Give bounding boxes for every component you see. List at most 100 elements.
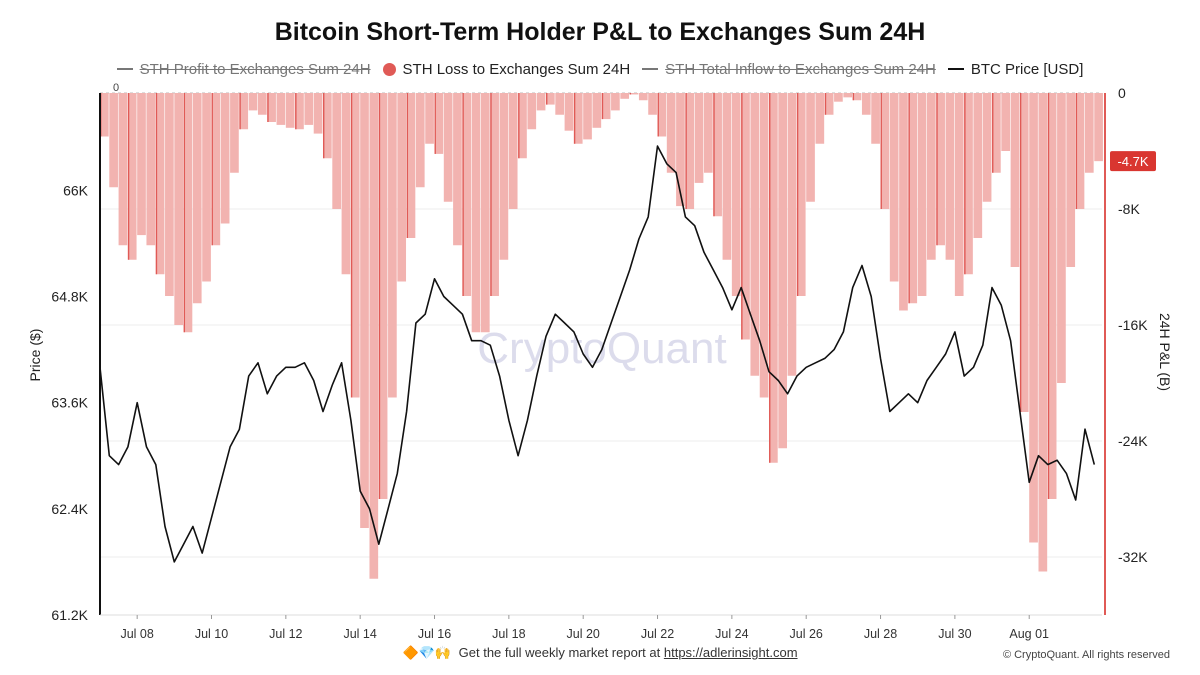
axes <box>99 93 1106 616</box>
legend-line-swatch <box>947 68 964 70</box>
y-left-tick-label: 62.4K <box>51 501 88 517</box>
loss-bar <box>629 93 639 95</box>
loss-bar <box>360 93 369 528</box>
loss-bar-edge <box>155 93 158 275</box>
loss-bar <box>109 93 118 188</box>
y-right-tick-label: -32K <box>1118 549 1148 565</box>
loss-bar <box>527 93 537 130</box>
loss-bar <box>313 93 323 134</box>
y-left-tick-label: 61.2K <box>51 607 88 623</box>
loss-bar <box>248 93 258 111</box>
loss-bar-edge <box>657 93 659 137</box>
loss-bar <box>638 93 648 101</box>
legend-item-sth-profit[interactable]: STH Profit to Exchanges Sum 24H <box>116 60 371 78</box>
legend-item-sth-loss[interactable]: STH Loss to Exchanges Sum 24H <box>382 60 631 78</box>
loss-bar <box>1066 93 1076 267</box>
loss-bar-edge <box>992 93 994 173</box>
loss-bar <box>425 93 434 144</box>
legend-label: STH Profit to Exchanges Sum 24H <box>139 60 371 78</box>
loss-bar-edge <box>601 93 604 120</box>
y-left-tick-label: 64.8K <box>51 288 88 304</box>
loss-bar <box>462 93 472 296</box>
loss-bar <box>285 93 295 128</box>
x-tick-label: Jul 22 <box>641 627 674 641</box>
loss-bar <box>778 93 788 449</box>
loss-bar-edge <box>490 93 492 296</box>
loss-bar <box>174 93 184 325</box>
loss-bar-edge <box>546 93 548 105</box>
x-tick-label: Jul 24 <box>715 627 748 641</box>
loss-bar <box>992 93 1001 173</box>
last-value-badge-bg <box>1110 151 1156 172</box>
footer-link[interactable]: https://adlerinsight.com <box>663 645 798 660</box>
loss-bar <box>155 93 165 275</box>
loss-bar <box>490 93 499 296</box>
loss-bar <box>648 93 657 115</box>
loss-bar <box>926 93 936 260</box>
chart-legend: STH Profit to Exchanges Sum 24H STH Loss… <box>0 58 1200 80</box>
loss-bar <box>341 93 351 275</box>
loss-bar <box>889 93 899 282</box>
loss-bar-edge <box>1019 93 1022 412</box>
loss-bar <box>601 93 611 120</box>
x-tick-label: Jul 30 <box>938 627 971 641</box>
loss-bar-edge <box>378 93 381 499</box>
loss-bar <box>759 93 769 398</box>
loss-bar-edge <box>350 93 353 398</box>
loss-bar <box>369 93 379 579</box>
legend-line-swatch <box>116 68 133 70</box>
loss-bar <box>202 93 211 282</box>
legend-item-btc-price[interactable]: BTC Price [USD] <box>947 61 1083 78</box>
y-right-axis-label: 24H P&L (B) <box>1157 313 1173 391</box>
loss-bar-edge <box>824 93 827 115</box>
loss-bar <box>592 93 602 128</box>
loss-bar <box>583 93 592 140</box>
loss-bar-edge <box>852 93 855 101</box>
loss-bar-edge <box>880 93 882 209</box>
legend-label: STH Loss to Exchanges Sum 24H <box>402 60 631 78</box>
loss-bar-edge <box>183 93 186 333</box>
loss-bar <box>787 93 797 376</box>
x-tick-labels: Jul 08 Jul 10 Jul 12 Jul 14 Jul 16 Jul 18 Jul … <box>120 615 1049 641</box>
loss-bar <box>731 93 741 296</box>
loss-bar <box>220 93 230 224</box>
legend-item-sth-total-inflow[interactable]: STH Total Inflow to Exchanges Sum 24H <box>642 61 936 78</box>
loss-bar <box>415 93 425 188</box>
loss-bar <box>127 93 137 260</box>
loss-bar <box>769 93 778 463</box>
legend-dot-swatch <box>382 62 396 76</box>
y-right-tick-label: 0 <box>1118 85 1126 101</box>
loss-bar <box>573 93 583 144</box>
loss-bar <box>834 93 843 102</box>
loss-bar-edge <box>323 93 325 159</box>
loss-bar <box>871 93 880 144</box>
loss-bar <box>908 93 918 304</box>
loss-bar-edge <box>573 93 576 144</box>
loss-bar-edge <box>741 93 743 340</box>
y-left-tick-labels: 61.2K 62.4K 63.6K 64.8K 66K <box>51 182 88 623</box>
x-tick-label: Jul 20 <box>567 627 600 641</box>
loss-bar <box>276 93 286 125</box>
loss-bar <box>1038 93 1048 572</box>
loss-bar <box>676 93 685 207</box>
x-tick-label: Jul 10 <box>195 627 228 641</box>
x-tick-label: Jul 14 <box>343 627 376 641</box>
loss-bar <box>165 93 174 296</box>
top-left-zero-tick: 0 <box>113 82 119 94</box>
loss-bar-edge <box>239 93 241 130</box>
x-tick-label: Jul 16 <box>418 627 451 641</box>
loss-bar-edge <box>434 93 436 154</box>
x-tick-label: Jul 12 <box>269 627 302 641</box>
loss-bar <box>954 93 964 296</box>
loss-bar-edge <box>295 93 297 130</box>
loss-bar <box>843 93 853 98</box>
loss-bar <box>796 93 806 296</box>
loss-bar <box>397 93 407 282</box>
loss-bar-edge <box>936 93 938 246</box>
y-left-tick-label: 66K <box>63 182 89 198</box>
last-value-badge: -4.7K <box>1110 151 1156 172</box>
chart-title: Bitcoin Short-Term Holder P&L to Exchang… <box>274 18 926 46</box>
loss-bar-edge <box>127 93 130 260</box>
footer-emoji: 🔶💎🙌 <box>402 645 452 660</box>
